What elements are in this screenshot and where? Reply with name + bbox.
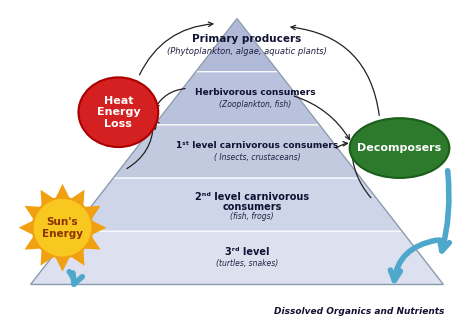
Ellipse shape [33,198,92,258]
Polygon shape [84,236,100,249]
Polygon shape [91,220,106,235]
Polygon shape [72,178,402,231]
Polygon shape [84,206,100,220]
Ellipse shape [79,77,158,147]
Polygon shape [41,249,55,266]
Polygon shape [55,184,70,199]
Text: 1ˢᵗ level carnivorous consumers: 1ˢᵗ level carnivorous consumers [176,141,338,150]
Polygon shape [41,190,55,206]
Polygon shape [55,257,70,272]
Text: Decomposers: Decomposers [357,143,442,153]
Polygon shape [25,206,41,220]
Polygon shape [196,18,278,72]
Polygon shape [31,231,443,284]
Text: ( Insects, crustaceans): ( Insects, crustaceans) [214,153,300,162]
Text: 2ⁿᵈ level carnivorous: 2ⁿᵈ level carnivorous [195,192,309,202]
Text: Sun's
Energy: Sun's Energy [42,217,83,238]
Polygon shape [25,236,41,249]
Polygon shape [71,190,84,206]
Text: Dissolved Organics and Nutrients: Dissolved Organics and Nutrients [274,307,445,316]
Text: (Zooplankton, fish): (Zooplankton, fish) [219,100,291,109]
Polygon shape [113,125,361,178]
Ellipse shape [350,118,449,178]
Text: 3ʳᵈ level: 3ʳᵈ level [225,247,269,257]
Polygon shape [18,220,34,235]
Text: (fish, frogs): (fish, frogs) [230,212,274,221]
Polygon shape [71,249,84,266]
Polygon shape [155,72,319,125]
Text: consumers: consumers [222,202,282,212]
Text: (turtles, snakes): (turtles, snakes) [216,259,278,268]
Text: Herbivorous consumers: Herbivorous consumers [195,88,315,97]
Text: Primary producers: Primary producers [192,34,301,44]
Text: (Phytoplankton, algae, aquatic plants): (Phytoplankton, algae, aquatic plants) [167,47,327,56]
Text: Heat
Energy
Loss: Heat Energy Loss [97,96,140,129]
